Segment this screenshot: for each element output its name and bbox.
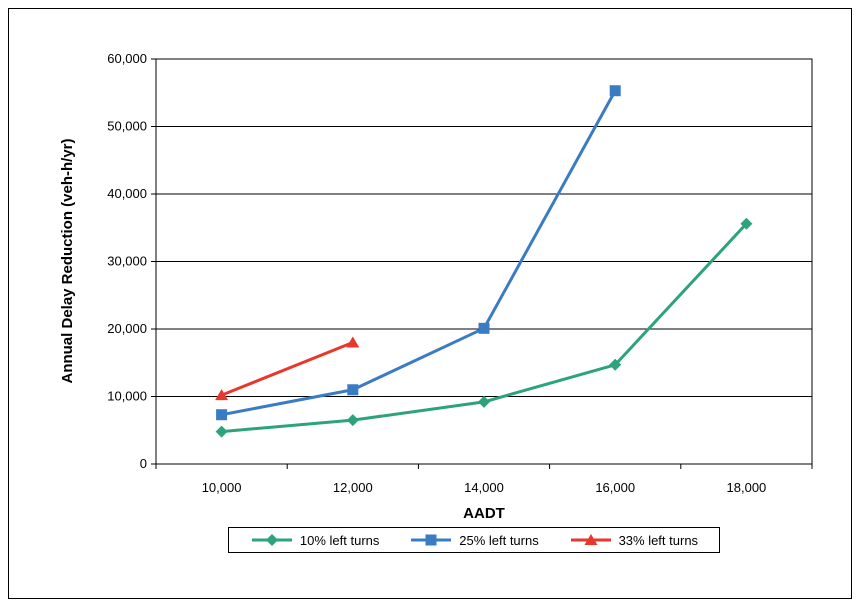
x-tick-label: 14,000	[464, 480, 504, 495]
data-point-marker	[215, 389, 229, 401]
legend-marker	[584, 534, 598, 545]
legend: 10% left turns 25% left turns 33% left tur…	[228, 527, 720, 553]
y-tick-label: 30,000	[107, 254, 147, 269]
x-tick-label: 12,000	[333, 480, 373, 495]
legend-item: 33% left turns	[569, 532, 699, 548]
legend-item: 25% left turns	[409, 533, 539, 548]
legend-marker	[425, 534, 437, 546]
series-layer	[215, 85, 753, 438]
legend-label: 25% left turns	[459, 532, 539, 548]
x-axis-title: AADT	[463, 505, 505, 522]
y-tick-label: 40,000	[107, 186, 147, 201]
x-tick-label: 18,000	[727, 480, 767, 495]
series-3	[215, 336, 360, 401]
data-point-marker	[740, 217, 753, 230]
series-1	[215, 217, 753, 438]
x-tick-label: 10,000	[202, 480, 242, 495]
series-line	[221, 89, 617, 417]
data-point-marker	[609, 358, 622, 371]
legend-swatch	[411, 534, 452, 546]
series-line	[221, 341, 354, 397]
data-point-marker	[215, 425, 228, 438]
data-point-marker	[346, 336, 360, 348]
legend-swatch	[570, 534, 611, 545]
data-point-marker	[346, 414, 359, 427]
legend-item: 10% left turns	[250, 532, 380, 548]
data-point-marker	[347, 384, 359, 396]
y-tick-label: 20,000	[107, 321, 147, 336]
legend-label: 10% left turns	[299, 532, 380, 548]
x-tick-label: 16,000	[595, 480, 635, 495]
y-tick-label: 50,000	[107, 119, 147, 134]
data-point-marker	[216, 409, 228, 421]
data-point-marker	[609, 85, 621, 97]
series-2	[216, 85, 621, 421]
y-tick-label: 0	[140, 456, 147, 471]
data-point-marker	[478, 395, 490, 408]
legend-marker	[265, 534, 278, 546]
axes: 0 10,000 20,000 30,000 40,000 50,000 60,000 10,…	[107, 51, 813, 495]
y-tick-label: 60,000	[107, 51, 147, 66]
y-tick-label: 10,000	[107, 389, 147, 404]
chart-frame	[8, 8, 852, 599]
legend-swatch	[251, 534, 292, 546]
legend-label: 33% left turns	[618, 532, 699, 548]
y-axis-title: Annual Delay Reduction (veh-h/yr)	[59, 138, 76, 383]
data-point-marker	[478, 322, 490, 334]
